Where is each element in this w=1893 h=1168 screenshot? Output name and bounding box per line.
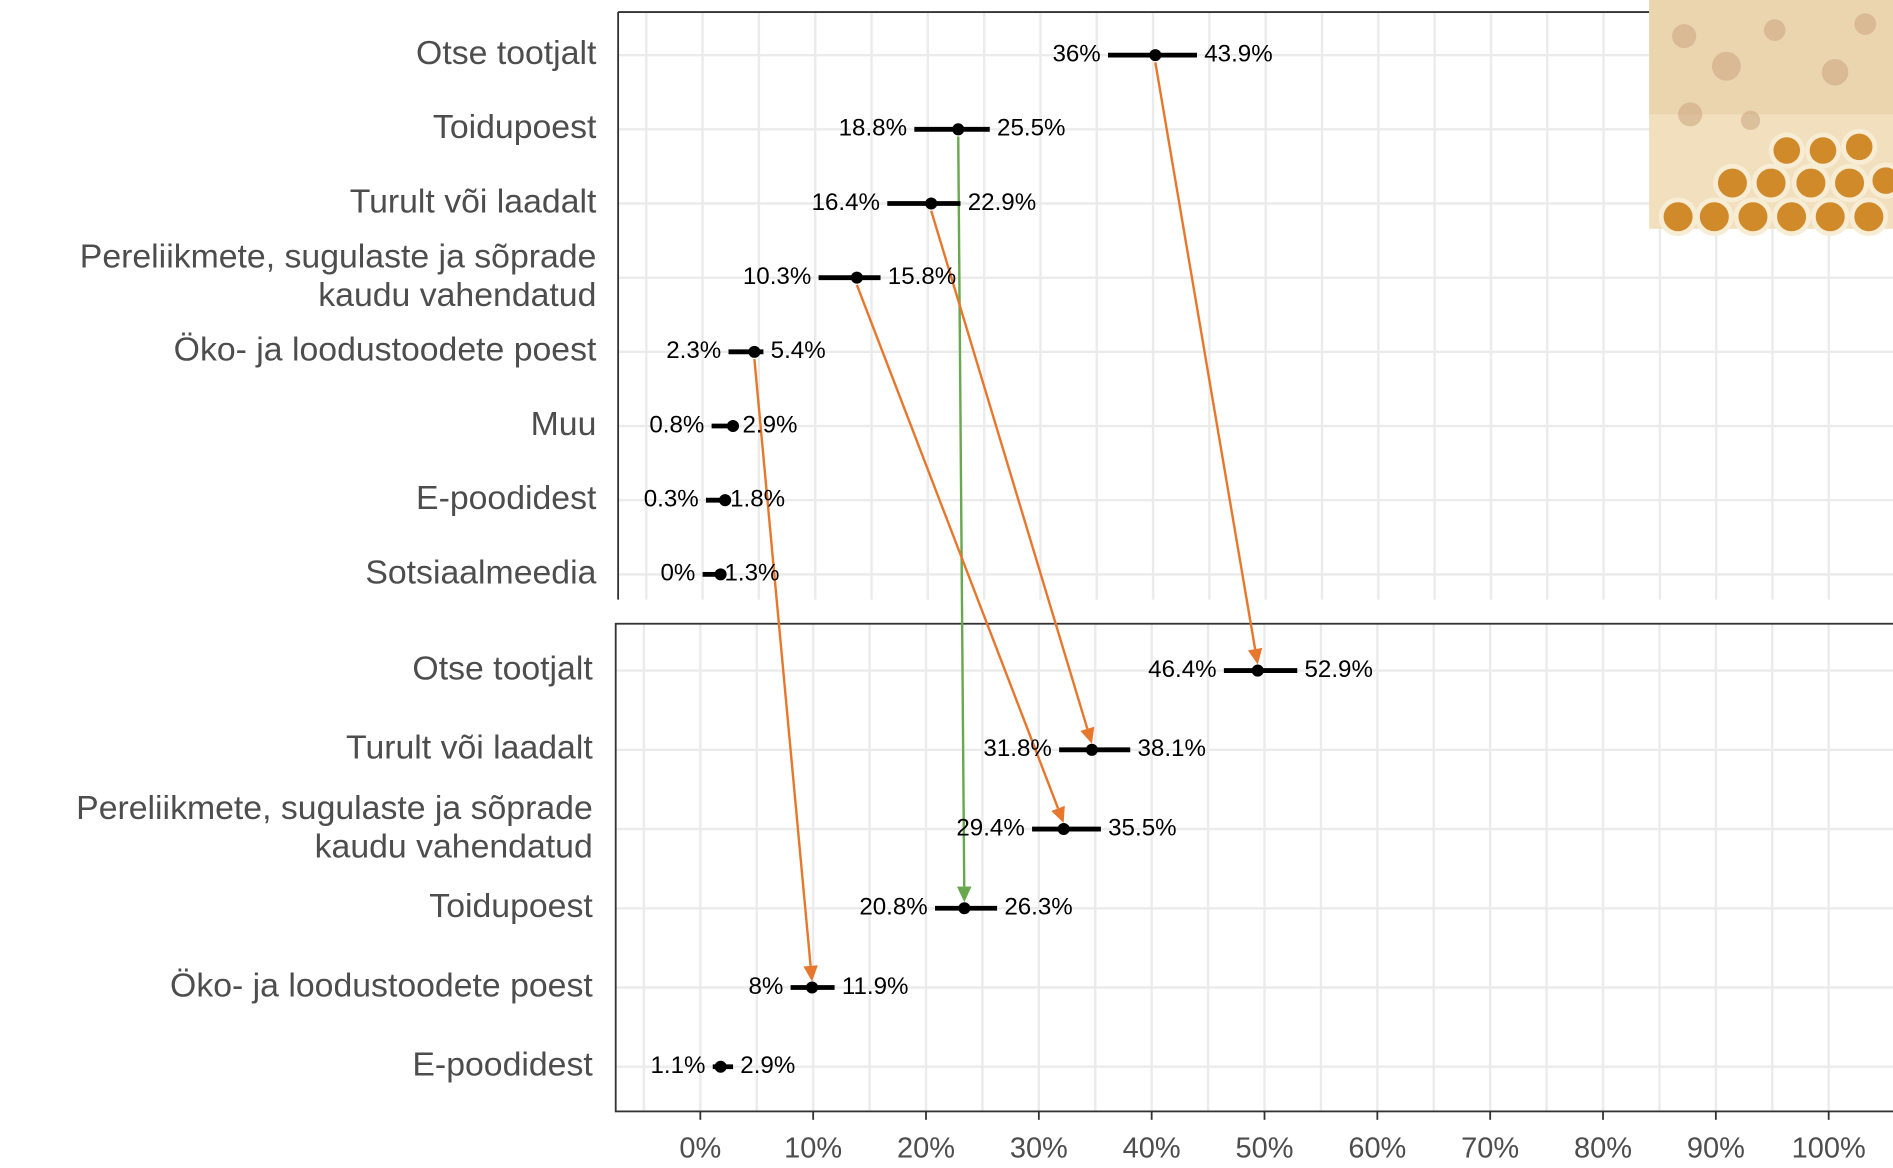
x-tick-label: 80%: [1574, 1133, 1632, 1165]
point: [726, 419, 740, 433]
lower-label: 18.8%: [839, 115, 907, 142]
point: [1085, 743, 1098, 756]
lower-label: 36%: [1052, 41, 1100, 68]
upper-label: 38.1%: [1137, 735, 1205, 762]
category-label: Otse tootjalt: [416, 34, 597, 72]
arrow-head: [1247, 647, 1263, 665]
lower-label: 10.3%: [743, 263, 811, 290]
x-tick-label: 90%: [1687, 1133, 1745, 1165]
category-label: Turult või laadalt: [350, 182, 597, 220]
upper-label: 2.9%: [740, 1052, 795, 1079]
category-label: Pereliikmete, sugulaste ja sõprade kaudu …: [80, 237, 597, 313]
point: [806, 981, 819, 994]
upper-label: 35.5%: [1108, 814, 1176, 841]
lower-label: 8%: [748, 973, 783, 1000]
upper-label: 2.9%: [742, 411, 797, 438]
point: [748, 345, 761, 358]
upper-label: 11.9%: [842, 973, 909, 1000]
upper-label: 1.8%: [730, 486, 785, 513]
x-tick-label: 50%: [1236, 1133, 1294, 1165]
category-label: Otse tootjalt: [412, 650, 593, 688]
arrow-head: [956, 886, 972, 903]
panel-background: [615, 623, 1893, 1112]
x-tick-label: 70%: [1461, 1133, 1519, 1165]
x-tick-label: 20%: [897, 1133, 955, 1165]
arrow-shaft: [753, 358, 812, 967]
point: [952, 123, 965, 136]
labels: Otse tootjalt 36% 43.9% Toidupoest 18.8% 25.5…: [76, 34, 1866, 1164]
x-tick-label: 60%: [1348, 1133, 1406, 1165]
lower-label: 1.1%: [650, 1052, 705, 1079]
arrows: [753, 62, 1263, 982]
arrow-head: [803, 965, 818, 982]
category-label: Öko- ja loodustoodete poest: [174, 331, 597, 369]
lower-label: 46.4%: [1148, 656, 1216, 683]
arrow-shaft: [1154, 62, 1257, 650]
arrow: [1154, 62, 1263, 665]
category-label: Muu: [531, 405, 597, 443]
upper-label: 22.9%: [968, 189, 1036, 216]
arrow-shaft: [855, 284, 1060, 809]
lower-label: 0%: [660, 560, 695, 587]
point: [1149, 49, 1162, 62]
upper-label: 1.3%: [724, 560, 779, 587]
x-tick-label: 100%: [1792, 1133, 1866, 1165]
category-label: Toidupoest: [429, 887, 593, 925]
point: [714, 1060, 727, 1073]
upper-label: 5.4%: [771, 337, 826, 364]
upper-label: 43.9%: [1204, 41, 1272, 68]
panel-border: [614, 622, 1893, 1113]
x-tick-label: 40%: [1123, 1133, 1181, 1165]
point: [925, 197, 938, 210]
category-label: E-poodidest: [412, 1046, 593, 1084]
category-label: Pereliikmete, sugulaste ja sõprade kaudu …: [76, 789, 593, 865]
lower-label: 31.8%: [983, 735, 1051, 762]
point: [1251, 664, 1264, 677]
lower-label: 2.3%: [666, 337, 721, 364]
lower-label: 20.8%: [859, 894, 927, 921]
arrow: [930, 210, 1095, 744]
upper-label: 25.5%: [997, 115, 1065, 142]
arrow-shaft: [957, 136, 966, 887]
point: [714, 568, 727, 581]
lower-label: 29.4%: [956, 814, 1024, 841]
category-label: Turult või laadalt: [346, 729, 593, 767]
category-label: Sotsiaalmeedia: [365, 553, 596, 591]
marks: [702, 49, 1298, 1073]
arrow-head: [1080, 726, 1095, 744]
arrow: [753, 358, 818, 982]
category-label: Toidupoest: [433, 108, 597, 146]
category-label: Öko- ja loodustoodete poest: [170, 966, 593, 1004]
lower-label: 0.8%: [649, 411, 704, 438]
point: [850, 271, 863, 284]
honeycomb-image: [1649, 0, 1893, 237]
point: [1057, 823, 1070, 836]
x-tick-label: 0%: [679, 1133, 721, 1165]
lower-label: 16.4%: [812, 189, 880, 216]
x-tick-label: 10%: [784, 1133, 842, 1165]
upper-label: 15.8%: [888, 263, 956, 290]
point: [719, 494, 732, 507]
upper-label: 52.9%: [1304, 656, 1372, 683]
arrow-shaft: [930, 210, 1089, 730]
arrow-head: [1051, 805, 1065, 824]
category-label: E-poodidest: [416, 479, 597, 517]
arrow: [855, 284, 1065, 824]
lower-label: 0.3%: [644, 486, 699, 513]
x-tick-label: 30%: [1010, 1133, 1068, 1165]
upper-label: 26.3%: [1004, 894, 1072, 921]
point: [958, 902, 971, 915]
arrow: [956, 136, 972, 903]
